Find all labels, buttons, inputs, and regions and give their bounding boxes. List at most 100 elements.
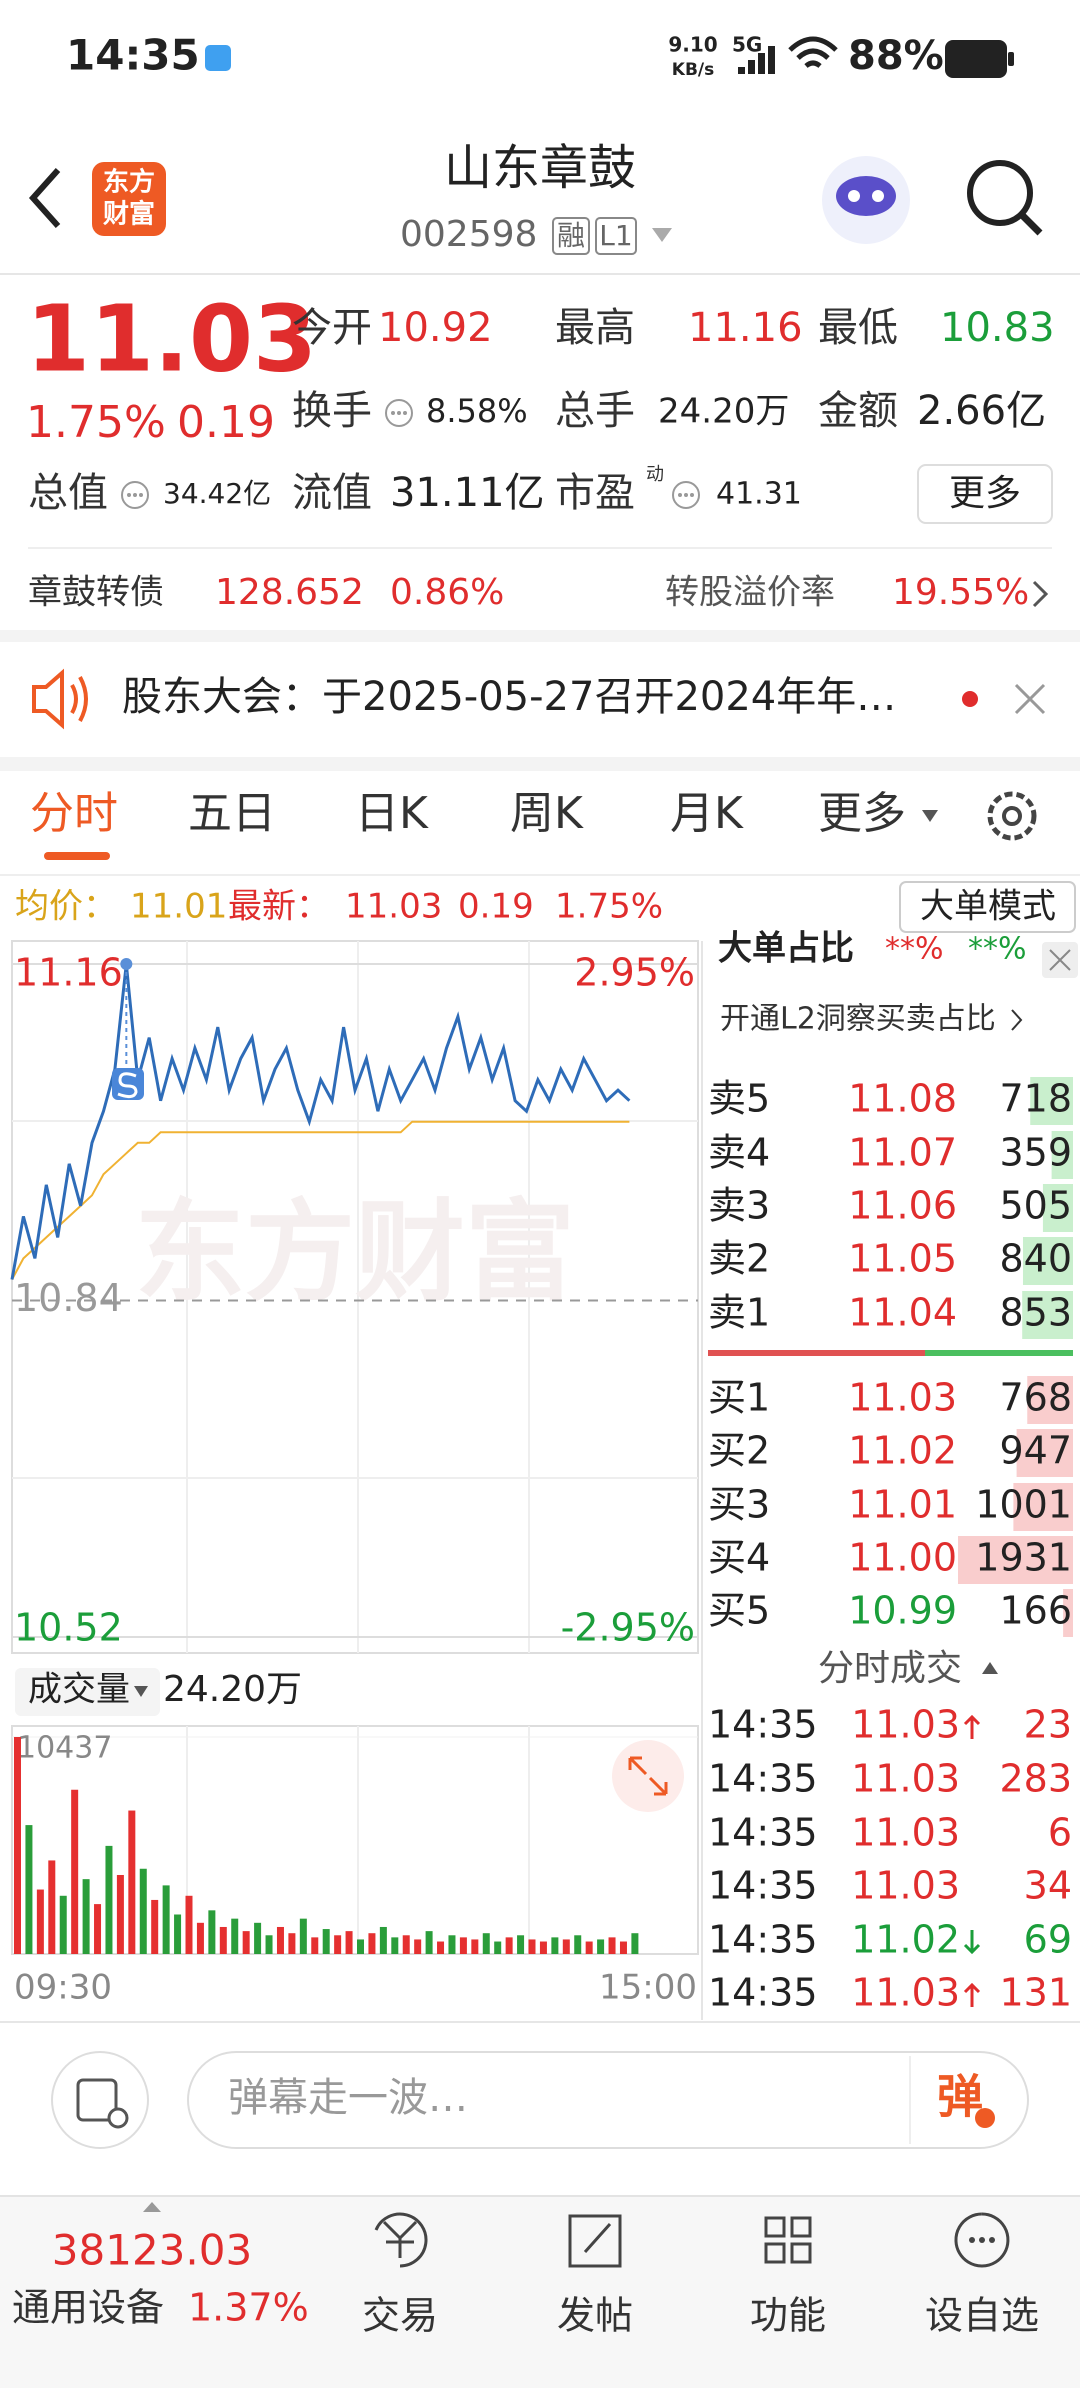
index-value[interactable]: 38123.03 (52, 2226, 252, 2275)
search-icon[interactable] (967, 160, 1033, 226)
network-type: 5G (732, 33, 762, 57)
volume-bar (631, 1933, 639, 1954)
last-label: 最新： (228, 887, 330, 927)
back-button[interactable] (28, 168, 61, 228)
book-qty: 768 (999, 1376, 1072, 1420)
nav-icon[interactable] (374, 2212, 428, 2268)
info-dot (133, 493, 137, 497)
info-dot (397, 411, 401, 415)
more-button-label[interactable]: 更多 (949, 473, 1021, 514)
chevron[interactable] (1032, 580, 1049, 608)
index-change[interactable]: 1.37% (188, 2286, 309, 2330)
info-icon[interactable] (385, 399, 413, 427)
dropdown-arrow[interactable] (652, 228, 672, 242)
big-order-title: 大单占比 (718, 929, 854, 969)
stat-value: 34.42亿 (163, 477, 271, 510)
book-label: 卖4 (708, 1131, 770, 1175)
volume-bar (459, 1937, 467, 1954)
book-divider-bid (925, 1350, 1073, 1356)
nav-icon[interactable] (764, 2216, 812, 2264)
last-change: 0.19 (458, 887, 534, 927)
nav-label[interactable]: 功能 (750, 2294, 826, 2338)
volume-bar (288, 1933, 296, 1954)
comment-settings[interactable] (51, 2051, 149, 2149)
more-button[interactable] (917, 464, 1053, 524)
tab[interactable]: 日K (355, 788, 429, 839)
section-gap (0, 630, 1080, 642)
volume-bar (562, 1939, 570, 1954)
volume-bar (48, 1860, 56, 1954)
info-dot (690, 493, 694, 497)
volume-selector[interactable] (15, 1668, 160, 1716)
y-tick-label: 10.52 (14, 1606, 123, 1650)
volume-bar (276, 1926, 284, 1954)
notice-text[interactable]: 股东大会：于2025-05-27召开2024年年… (122, 674, 896, 720)
net-unit: KB/s (672, 60, 714, 80)
volume-bar (345, 1931, 353, 1954)
battery-level: 88% (848, 33, 944, 79)
settings-icon[interactable] (987, 791, 1037, 841)
bond-name: 章鼓转债 (28, 573, 164, 613)
trades-title[interactable]: 分时成交 (818, 1648, 962, 1689)
book-label: 买4 (708, 1536, 770, 1580)
tab[interactable]: 月K (670, 788, 744, 839)
mode-button-label[interactable]: 大单模式 (920, 887, 1056, 927)
index-name[interactable]: 通用设备 (12, 2286, 164, 2330)
mode-button[interactable] (899, 881, 1076, 933)
book-price: 11.03 (848, 1376, 957, 1420)
comment-settings-icon (76, 2078, 118, 2122)
info-icon[interactable] (672, 481, 700, 509)
tab[interactable]: 分时 (30, 788, 118, 839)
volume-bar (219, 1926, 227, 1954)
stat-value: 31.11亿 (390, 470, 545, 516)
volume-bar (597, 1939, 605, 1954)
tab[interactable]: 更多 (818, 788, 906, 839)
nav-icon[interactable] (954, 2212, 1010, 2268)
trade-time: 14:35 (708, 1864, 818, 1908)
close-notice[interactable] (1014, 683, 1046, 715)
volume-bar (105, 1845, 113, 1954)
nav-label[interactable]: 交易 (362, 2294, 438, 2338)
trade-price: 11.03 (851, 1757, 960, 1801)
tab[interactable]: 周K (510, 788, 584, 839)
stat-label: 总值 (28, 470, 108, 516)
search-handle (1019, 212, 1043, 236)
volume-tick-label: 10437 (17, 1731, 112, 1766)
volume-bar (208, 1910, 216, 1954)
volume-bar (437, 1941, 445, 1954)
nav-label[interactable]: 设自选 (925, 2294, 1039, 2338)
nav-label[interactable]: 发帖 (557, 2294, 633, 2338)
comment-placeholder[interactable]: 弹幕走一波… (228, 2075, 468, 2121)
stat-superscript: 动 (646, 464, 664, 485)
volume-bar (608, 1937, 616, 1954)
volume-bar (265, 1935, 273, 1954)
expand-button[interactable] (612, 1740, 684, 1812)
trade-time: 14:35 (708, 1703, 818, 1747)
badge-box (552, 217, 590, 255)
stat-label: 最高 (555, 305, 635, 351)
l2-link[interactable]: 开通L2洞察买卖占比 (720, 1002, 996, 1037)
signal-bar (768, 46, 775, 74)
avg-label: 均价： (15, 887, 117, 927)
volume-bar (196, 1922, 204, 1954)
book-qty: 853 (999, 1291, 1072, 1335)
volume-bar (414, 1939, 422, 1954)
badge-box (595, 217, 637, 255)
volume-bar (368, 1933, 376, 1954)
danmaku-button[interactable]: 弹 (937, 2070, 983, 2124)
volume-selector-arrow (134, 1686, 148, 1697)
premium-value: 19.55% (892, 572, 1029, 613)
comment-input[interactable] (187, 2051, 1029, 2149)
expand-icon (628, 1756, 668, 1796)
volume-bar (322, 1929, 330, 1954)
tab[interactable]: 五日 (188, 788, 276, 839)
nav-icon[interactable] (568, 2214, 622, 2268)
info-icon[interactable] (121, 481, 149, 509)
assistant-eye (848, 190, 860, 202)
volume-bar (299, 1918, 307, 1954)
volume-bar (128, 1810, 136, 1954)
quantity-bar (1027, 1376, 1073, 1424)
volume-bar (391, 1937, 399, 1954)
logo-text: 财富 (103, 199, 155, 230)
